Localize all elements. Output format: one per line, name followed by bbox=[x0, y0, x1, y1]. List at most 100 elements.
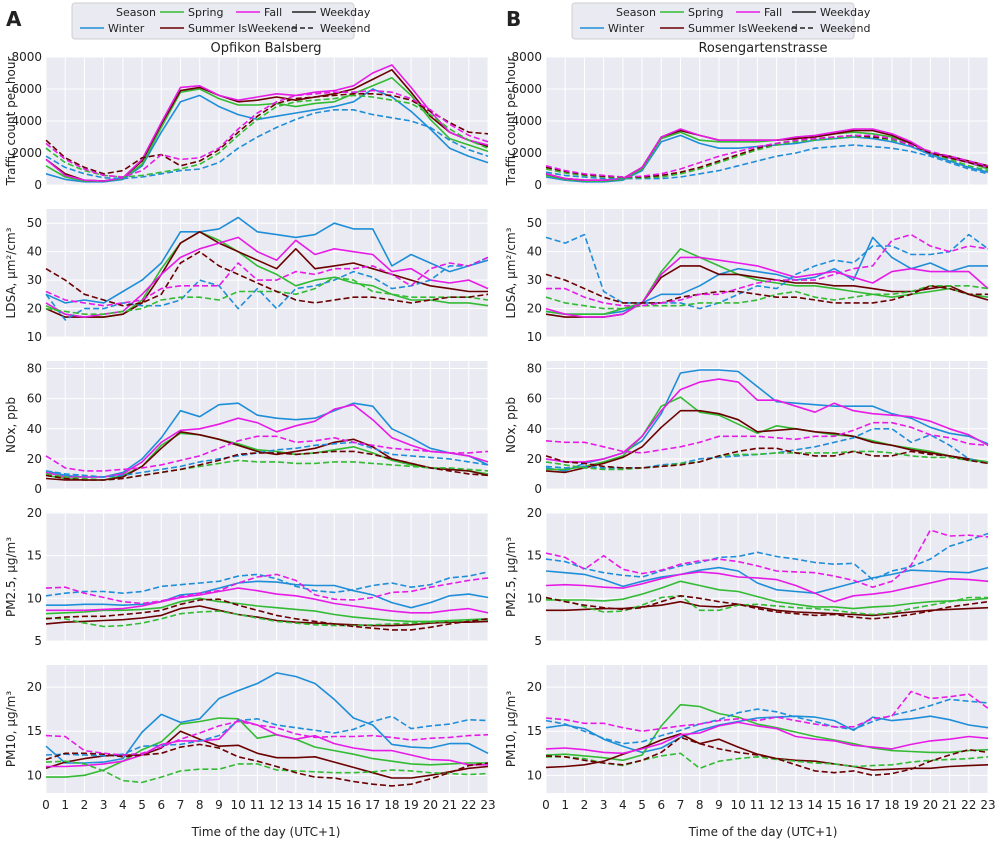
series-spring-weekday-line bbox=[45, 597, 489, 623]
legend-text: Weekday bbox=[320, 6, 371, 19]
series-fall-weekday-line bbox=[545, 256, 989, 318]
series-winter-weekend-line bbox=[545, 233, 989, 310]
y-tick-label: 10 bbox=[527, 591, 542, 605]
station-title-left: Opfikon Balsberg bbox=[211, 41, 322, 56]
series-winter-weekend-line bbox=[45, 441, 489, 478]
x-tick-label: 1 bbox=[61, 798, 69, 812]
series-spring-weekend-line bbox=[45, 276, 489, 316]
x-tick-label: 19 bbox=[403, 798, 418, 812]
x-tick-label: 7 bbox=[677, 798, 685, 812]
y-axis-label: Traffic count per hour bbox=[504, 57, 518, 187]
series-spring-weekday-line bbox=[545, 703, 989, 762]
series-summer-weekend-line bbox=[545, 447, 989, 469]
y-tick-label: 10 bbox=[27, 768, 42, 782]
series-winter-weekday-line bbox=[45, 672, 489, 764]
plot-area-left-ldsa bbox=[46, 209, 488, 337]
legend-text: Weekend bbox=[820, 22, 870, 35]
plot-area-left-nox bbox=[46, 361, 488, 489]
series-fall-weekend-line bbox=[545, 421, 989, 454]
panel-left-nox: 0 20 40 60 80 NOx, ppb bbox=[4, 361, 489, 496]
panel-label-b: B bbox=[506, 7, 521, 31]
y-axis-label: PM2.5, μg/m³ bbox=[504, 537, 518, 617]
panel-right-nox: 0 20 40 60 80 NOx, ppb bbox=[504, 361, 989, 496]
x-tick-label: 16 bbox=[846, 798, 861, 812]
y-tick-label: 0 bbox=[34, 482, 42, 496]
y-tick-label: 40 bbox=[527, 245, 542, 259]
y-tick-label: 15 bbox=[27, 724, 42, 738]
y-tick-label: 6000 bbox=[511, 82, 542, 96]
series-spring-weekend-line bbox=[545, 284, 989, 310]
x-tick-label: 15 bbox=[327, 798, 342, 812]
series-spring-weekday-line bbox=[546, 580, 989, 610]
x-tick-label: 23 bbox=[480, 798, 495, 812]
y-tick-label: 20 bbox=[527, 506, 542, 520]
x-tick-label: 10 bbox=[231, 798, 246, 812]
y-tick-label: 15 bbox=[27, 549, 42, 563]
series-summer-weekend-line bbox=[45, 598, 489, 631]
y-axis-label: NOx, ppb bbox=[504, 397, 518, 453]
panel-left-pm10: 0 1 2 3 4 5 6 7 8 9 10 11 12 13 14 15 16 17 18 19 20 21 22 2310… bbox=[4, 665, 496, 812]
series-summer-weekend-line bbox=[545, 594, 989, 620]
panel-label-a: A bbox=[6, 7, 22, 31]
x-tick-label: 21 bbox=[442, 798, 457, 812]
y-tick-label: 0 bbox=[34, 178, 42, 192]
series-summer-weekend-line bbox=[45, 450, 489, 481]
y-tick-label: 20 bbox=[27, 302, 42, 316]
x-tick-label: 21 bbox=[942, 798, 957, 812]
series-fall-weekday-line bbox=[46, 587, 489, 614]
x-tick-label: 20 bbox=[923, 798, 938, 812]
series-winter-weekend-line bbox=[545, 144, 989, 180]
y-tick-label: 20 bbox=[27, 452, 42, 466]
panel-left-ldsa: 10 20 30 40 50 LDSA, μm²/cm³ bbox=[4, 209, 489, 344]
series-fall-weekday-line bbox=[545, 378, 989, 463]
y-tick-label: 30 bbox=[527, 273, 542, 287]
panel-right-pm25: 5 10 15 20 PM2.5, μg/m³ bbox=[504, 506, 989, 648]
x-tick-label: 0 bbox=[542, 798, 550, 812]
y-tick-label: 50 bbox=[27, 216, 42, 230]
y-tick-label: 50 bbox=[527, 216, 542, 230]
series-summer-weekend-line bbox=[45, 743, 489, 787]
series-summer-weekday-line bbox=[45, 231, 488, 318]
series-winter-weekend-line bbox=[45, 109, 489, 180]
legend-text: Spring bbox=[188, 6, 224, 19]
series-spring-weekend-line bbox=[545, 450, 989, 471]
legend-text: IsWeekend bbox=[238, 22, 297, 35]
y-tick-label: 10 bbox=[527, 330, 542, 344]
x-tick-label: 3 bbox=[600, 798, 608, 812]
series-fall-weekend-line bbox=[45, 89, 489, 178]
series-winter-weekday-line bbox=[46, 580, 489, 609]
x-tick-label: 9 bbox=[215, 798, 223, 812]
y-tick-label: 8000 bbox=[511, 50, 542, 64]
y-tick-label: 80 bbox=[527, 362, 542, 376]
series-winter-weekend-line bbox=[545, 698, 989, 745]
x-tick-label: 17 bbox=[865, 798, 880, 812]
y-tick-label: 10 bbox=[27, 591, 42, 605]
series-spring-weekday-line bbox=[546, 396, 989, 471]
legend-text: Spring bbox=[688, 6, 724, 19]
x-tick-label: 19 bbox=[903, 798, 918, 812]
series-winter-weekday-line bbox=[545, 566, 989, 595]
x-tick-label: 10 bbox=[731, 798, 746, 812]
y-tick-label: 10 bbox=[527, 768, 542, 782]
x-tick-label: 8 bbox=[696, 798, 704, 812]
y-tick-label: 60 bbox=[27, 392, 42, 406]
series-winter-weekday-line bbox=[45, 402, 489, 478]
legend-frame-left bbox=[71, 2, 355, 40]
y-tick-label: 0 bbox=[534, 482, 542, 496]
x-tick-label: 20 bbox=[423, 798, 438, 812]
y-tick-label: 2000 bbox=[11, 146, 42, 160]
x-tick-label: 4 bbox=[119, 798, 127, 812]
y-axis-label: Traffic count per hour bbox=[4, 57, 18, 187]
series-summer-weekend-line bbox=[45, 93, 489, 175]
series-spring-weekend-line bbox=[45, 610, 489, 628]
series-summer-weekday-line bbox=[545, 409, 989, 474]
y-axis-label: LDSA, μm²/cm³ bbox=[4, 227, 18, 318]
x-tick-label: 1 bbox=[561, 798, 569, 812]
x-axis-label-left: Time of the day (UTC+1) bbox=[191, 825, 341, 839]
y-tick-label: 5 bbox=[34, 634, 42, 648]
plot-area-right-pm10 bbox=[546, 665, 988, 793]
y-tick-label: 20 bbox=[527, 680, 542, 694]
series-spring-weekend-line bbox=[45, 760, 489, 784]
